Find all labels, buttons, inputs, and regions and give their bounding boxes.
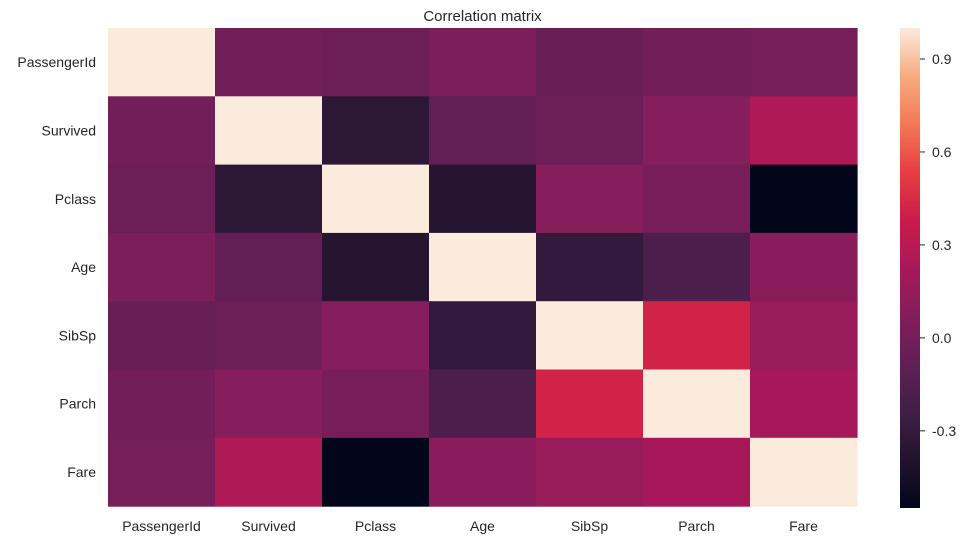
y-tick-label: Pclass xyxy=(55,191,96,207)
heatmap-cell-Survived-PassengerId xyxy=(108,96,216,166)
heatmap-cell-Fare-Age xyxy=(429,437,537,507)
heatmap-cell-Pclass-Pclass xyxy=(322,164,430,234)
heatmap-cell-SibSp-Pclass xyxy=(322,301,430,371)
heatmap-cell-SibSp-Fare xyxy=(750,301,858,371)
heatmap-cell-SibSp-Age xyxy=(429,301,537,371)
colorbar xyxy=(900,28,920,508)
heatmap-cell-Fare-Parch xyxy=(643,437,751,507)
x-tick-label: Pclass xyxy=(355,518,396,534)
heatmap-cell-Parch-Fare xyxy=(750,369,858,439)
heatmap-cell-Age-Pclass xyxy=(322,232,430,302)
heatmap-cell-Fare-SibSp xyxy=(536,437,644,507)
heatmap-cell-SibSp-Parch xyxy=(643,301,751,371)
heatmap-cell-SibSp-PassengerId xyxy=(108,301,216,371)
heatmap-cell-PassengerId-Age xyxy=(429,28,537,97)
heatmap-cell-Survived-Fare xyxy=(750,96,858,166)
heatmap-cell-Age-SibSp xyxy=(536,232,644,302)
colorbar-tick-label: -0.3 xyxy=(932,423,956,439)
x-tick-label: SibSp xyxy=(571,518,609,534)
heatmap-cell-Pclass-PassengerId xyxy=(108,164,216,234)
colorbar-tick-label: 0.6 xyxy=(932,144,952,160)
y-tick-label: Age xyxy=(71,259,96,275)
y-tick-label: Parch xyxy=(59,396,96,412)
heatmap-cell-Pclass-Fare xyxy=(750,164,858,234)
x-tick-label: Fare xyxy=(789,518,818,534)
heatmap-cell-PassengerId-Fare xyxy=(750,28,858,97)
chart-title: Correlation matrix xyxy=(423,8,542,25)
y-tick-label: Survived xyxy=(42,122,96,138)
heatmap-cell-Age-Age xyxy=(429,232,537,302)
heatmap-cell-Survived-Parch xyxy=(643,96,751,166)
heatmap-cell-Pclass-Age xyxy=(429,164,537,234)
y-tick-label: PassengerId xyxy=(17,54,96,70)
heatmap-cell-PassengerId-Pclass xyxy=(322,28,430,97)
y-tick-label: Fare xyxy=(67,464,96,480)
x-tick-label: Parch xyxy=(678,518,715,534)
x-tick-label: PassengerId xyxy=(122,518,201,534)
x-axis-tick-labels: PassengerId Survived Pclass Age SibSp Parch Fa… xyxy=(122,518,818,534)
heatmap-cell-Survived-Pclass xyxy=(322,96,430,166)
heatmap-cell-Age-PassengerId xyxy=(108,232,216,302)
y-tick-label: SibSp xyxy=(59,327,97,343)
heatmap-cells xyxy=(108,28,858,507)
x-tick-label: Survived xyxy=(241,518,295,534)
colorbar-tick-label: 0.3 xyxy=(932,237,952,253)
heatmap-cell-Fare-Survived xyxy=(215,437,323,507)
heatmap-cell-Age-Fare xyxy=(750,232,858,302)
heatmap-cell-SibSp-SibSp xyxy=(536,301,644,371)
heatmap-cell-Parch-SibSp xyxy=(536,369,644,439)
heatmap-cell-Pclass-Parch xyxy=(643,164,751,234)
colorbar-tick-label: 0.9 xyxy=(932,51,952,67)
heatmap-cell-PassengerId-SibSp xyxy=(536,28,644,97)
heatmap-cell-Parch-PassengerId xyxy=(108,369,216,439)
heatmap-cell-Parch-Parch xyxy=(643,369,751,439)
heatmap-cell-Pclass-Survived xyxy=(215,164,323,234)
heatmap-cell-PassengerId-Parch xyxy=(643,28,751,97)
heatmap-cell-Fare-Fare xyxy=(750,437,858,507)
heatmap-cell-Parch-Pclass xyxy=(322,369,430,439)
heatmap-cell-Parch-Age xyxy=(429,369,537,439)
heatmap-cell-SibSp-Survived xyxy=(215,301,323,371)
heatmap-cell-Fare-PassengerId xyxy=(108,437,216,507)
y-axis-tick-labels: PassengerId Survived Pclass Age SibSp Parch Fa… xyxy=(17,54,96,480)
x-tick-label: Age xyxy=(470,518,495,534)
heatmap-cell-PassengerId-Survived xyxy=(215,28,323,97)
heatmap-cell-Parch-Survived xyxy=(215,369,323,439)
heatmap-cell-Age-Parch xyxy=(643,232,751,302)
heatmap-cell-Age-Survived xyxy=(215,232,323,302)
heatmap-cell-Survived-Age xyxy=(429,96,537,166)
heatmap-cell-Survived-Survived xyxy=(215,96,323,166)
heatmap-cell-PassengerId-PassengerId xyxy=(108,28,216,97)
heatmap-cell-Survived-SibSp xyxy=(536,96,644,166)
heatmap-cell-Pclass-SibSp xyxy=(536,164,644,234)
colorbar-ticks: -0.3 0.0 0.3 0.6 0.9 xyxy=(920,51,956,439)
colorbar-tick-label: 0.0 xyxy=(932,330,952,346)
heatmap-cell-Fare-Pclass xyxy=(322,437,430,507)
